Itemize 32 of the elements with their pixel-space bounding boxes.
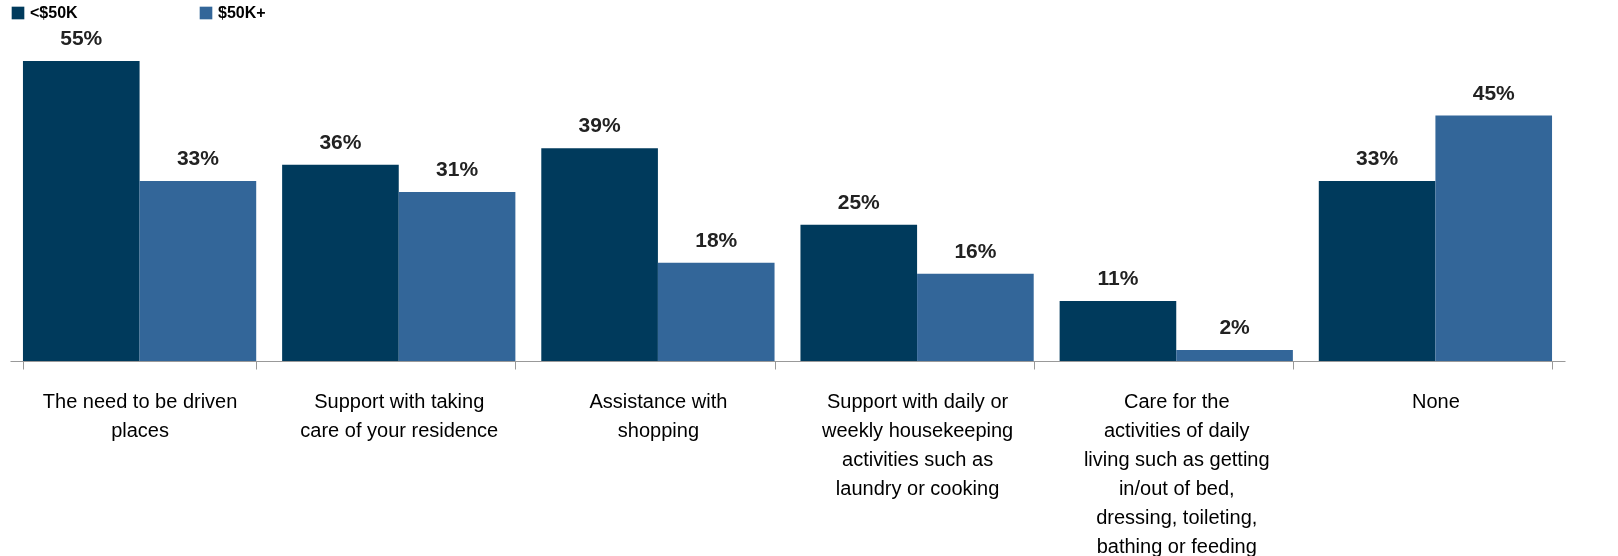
data-label: 33% bbox=[176, 146, 220, 169]
legend-label: <$50K bbox=[30, 4, 79, 21]
x-tick-label: Care for the activities of daily living such as getting in/out of bed, dressing, toileting, bathing or feeding bbox=[1083, 389, 1270, 556]
data-label: 2% bbox=[1219, 315, 1251, 339]
bar bbox=[1176, 350, 1293, 361]
x-tick-label: Support with daily or weekly housekeeping activities such as laundry or cooking bbox=[820, 389, 1014, 499]
bar bbox=[282, 164, 399, 361]
bar bbox=[800, 224, 918, 361]
data-label: 25% bbox=[837, 189, 881, 213]
data-label: 11% bbox=[1097, 266, 1139, 289]
data-label: 36% bbox=[319, 129, 362, 153]
bar bbox=[917, 273, 1034, 361]
bar bbox=[1059, 301, 1177, 361]
x-tick-label: The need to be driven places bbox=[42, 389, 238, 441]
data-label: 55% bbox=[60, 26, 103, 49]
legend-label: $50K+ bbox=[218, 4, 266, 21]
x-tick-label: Assistance with shopping bbox=[589, 389, 728, 441]
data-label: 39% bbox=[578, 113, 621, 137]
bar bbox=[139, 181, 257, 361]
data-label: 33% bbox=[1356, 146, 1399, 169]
bar bbox=[1318, 181, 1436, 361]
data-label: 18% bbox=[695, 227, 738, 251]
data-label: 16% bbox=[954, 238, 997, 262]
x-tick-label: None bbox=[1412, 389, 1460, 412]
data-label: 31% bbox=[436, 156, 479, 180]
bar bbox=[1435, 115, 1553, 361]
x-tick-label: Support with taking care of your residence bbox=[300, 389, 499, 441]
bar bbox=[657, 262, 775, 361]
bar bbox=[541, 148, 658, 361]
bar bbox=[22, 61, 140, 361]
data-label: 45% bbox=[1472, 80, 1516, 104]
bar bbox=[398, 191, 516, 361]
